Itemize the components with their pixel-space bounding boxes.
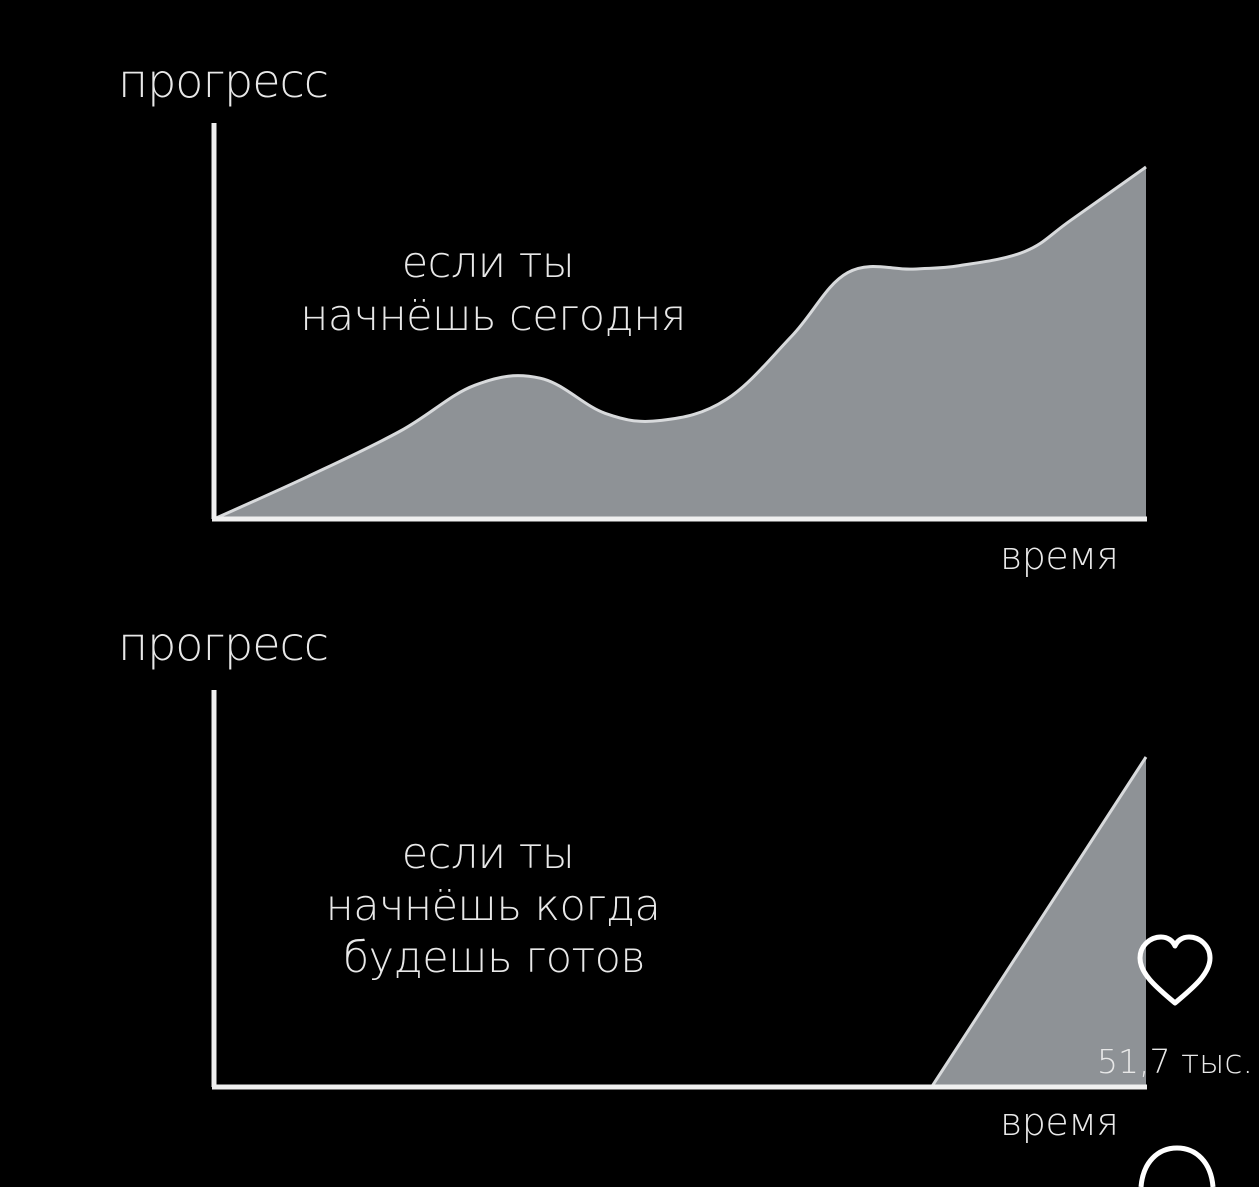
area-series-bottom [214,757,1146,1087]
x-axis-label-bottom: время [1000,1100,1118,1144]
chart-top: прогресс время если ты начнёшь сегодня [118,54,1147,578]
area-series-top [214,167,1146,519]
area-edge-top [213,165,1147,521]
y-axis-label-top: прогресс [118,54,328,108]
comment-icon[interactable] [1138,1145,1216,1187]
annotation-line-2-bottom: начнёшь когда [326,881,661,931]
x-axis-label-top: время [1000,534,1118,578]
like-count: 51,7 тыс. [1097,1042,1253,1081]
chart-bottom: прогресс время если ты начнёшь когда буд… [118,617,1148,1144]
annotation-line-3-bottom: будешь готов [343,933,645,983]
annotation-line-1-bottom: если ты [402,829,575,879]
heart-icon[interactable] [1137,934,1213,1006]
y-axis-label-bottom: прогресс [118,617,328,671]
annotation-line-2-top: начнёшь сегодня [300,291,686,341]
annotation-line-1-top: если ты [402,238,575,288]
